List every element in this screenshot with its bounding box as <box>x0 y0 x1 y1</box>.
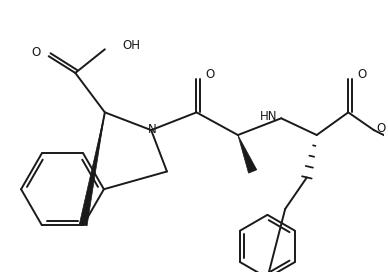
Text: HN: HN <box>260 110 277 123</box>
Text: O: O <box>205 68 215 81</box>
Polygon shape <box>79 112 105 226</box>
Text: O: O <box>31 46 41 59</box>
Text: N: N <box>148 123 156 136</box>
Text: O: O <box>377 122 386 135</box>
Polygon shape <box>238 135 257 173</box>
Text: OH: OH <box>123 39 140 52</box>
Text: O: O <box>357 68 366 81</box>
